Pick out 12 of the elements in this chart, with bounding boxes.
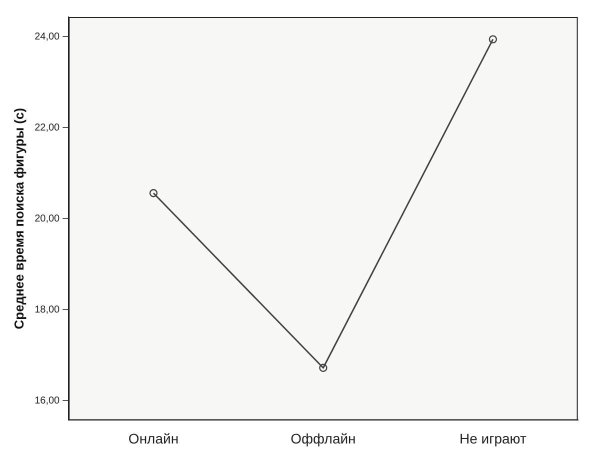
y-tick-label: 16,00	[34, 395, 60, 406]
y-tick-label: 20,00	[34, 213, 60, 224]
point	[319, 364, 328, 372]
point	[149, 189, 158, 198]
y-tick-label: 24,00	[34, 31, 60, 42]
y-tick-label: 18,00	[34, 304, 60, 316]
x-tick-label: Онлайн	[128, 430, 179, 446]
y-axis-title: Среднее время поиска фигуры (с)	[11, 108, 26, 330]
y-tick-label: 22,00	[34, 122, 60, 134]
point	[488, 35, 498, 44]
x-tick-label: Оффлайн	[290, 430, 356, 446]
x-tick-label: Не играют	[459, 430, 527, 446]
